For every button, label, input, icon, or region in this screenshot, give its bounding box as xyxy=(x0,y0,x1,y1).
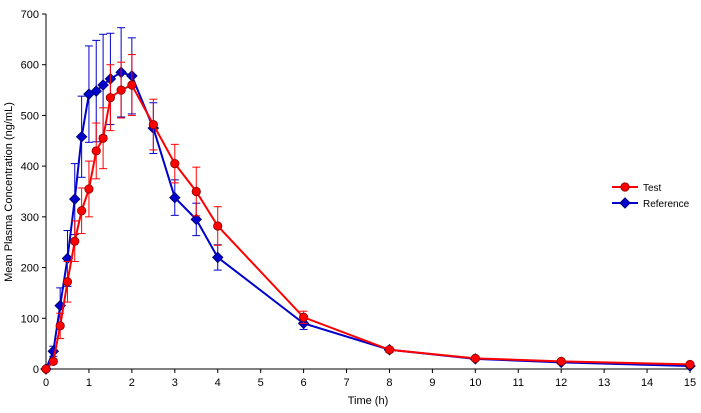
x-tick-label: 8 xyxy=(386,377,392,389)
data-point-test xyxy=(148,119,158,130)
legend-label-reference: Reference xyxy=(643,199,690,210)
series-reference xyxy=(40,27,696,375)
data-point-test xyxy=(77,206,87,216)
data-point-test xyxy=(91,146,101,156)
y-tick-label: 100 xyxy=(21,313,39,325)
data-point-reference xyxy=(97,79,109,91)
data-point-reference xyxy=(68,193,81,205)
x-tick-label: 3 xyxy=(172,377,178,389)
data-point-test xyxy=(105,93,116,103)
x-axis: 0 1 2 3 4 5 6 7 8 9 10 11 12 13 14 15 xyxy=(43,369,696,389)
series-test xyxy=(41,54,695,374)
y-tick-label: 300 xyxy=(21,212,39,224)
data-point-reference xyxy=(75,130,88,143)
series-layer xyxy=(40,27,696,375)
data-point-test xyxy=(84,184,94,194)
x-tick-label: 14 xyxy=(641,377,653,389)
data-point-test xyxy=(298,312,309,322)
x-axis-label: Time (h) xyxy=(348,395,389,407)
data-point-reference xyxy=(169,191,181,204)
x-tick-label: 11 xyxy=(513,377,524,389)
x-tick-label: 7 xyxy=(343,377,349,389)
data-point-test xyxy=(41,364,51,374)
y-tick-label: 200 xyxy=(21,263,39,275)
x-tick-label: 2 xyxy=(129,377,135,389)
y-tick-label: 600 xyxy=(21,60,39,72)
data-point-reference xyxy=(211,251,224,264)
x-tick-label: 10 xyxy=(469,377,481,389)
y-tick-label: 0 xyxy=(33,364,39,376)
y-axis: 0 100 200 300 400 500 600 700 xyxy=(21,9,46,376)
data-point-test xyxy=(470,353,480,363)
x-tick-label: 1 xyxy=(86,377,92,389)
x-tick-label: 4 xyxy=(215,377,221,389)
data-point-reference xyxy=(190,213,203,226)
y-tick-label: 400 xyxy=(21,161,39,173)
data-point-test xyxy=(556,356,566,366)
series-line-reference xyxy=(45,71,691,370)
data-point-test xyxy=(127,80,137,90)
data-point-test xyxy=(48,356,58,366)
data-point-test xyxy=(98,133,108,143)
x-tick-label: 6 xyxy=(301,377,307,389)
legend-marker-reference xyxy=(619,197,631,209)
data-point-test xyxy=(213,221,223,231)
data-point-test xyxy=(55,321,65,331)
plot-area xyxy=(45,14,690,370)
x-tick-label: 5 xyxy=(258,377,264,389)
x-tick-label: 13 xyxy=(598,377,610,389)
legend-label-test: Test xyxy=(643,183,662,194)
legend-marker-test xyxy=(620,182,630,192)
y-tick-label: 500 xyxy=(21,110,39,122)
legend: Test Reference xyxy=(612,182,690,210)
y-tick-label: 700 xyxy=(21,9,39,21)
x-tick-label: 15 xyxy=(684,377,696,389)
data-point-reference xyxy=(90,85,102,97)
x-tick-label: 12 xyxy=(555,377,567,389)
data-point-test xyxy=(70,236,80,246)
x-tick-label: 0 xyxy=(43,377,49,389)
data-point-test xyxy=(170,159,180,169)
data-point-test xyxy=(685,359,695,370)
data-point-test xyxy=(384,345,395,355)
series-line-test xyxy=(45,83,691,370)
data-point-test xyxy=(116,85,126,95)
data-point-test xyxy=(62,277,73,287)
data-point-test xyxy=(191,186,201,197)
x-tick-label: 9 xyxy=(429,377,435,389)
y-axis-label: Mean Plasma Concentration (ng/mL) xyxy=(3,102,15,282)
